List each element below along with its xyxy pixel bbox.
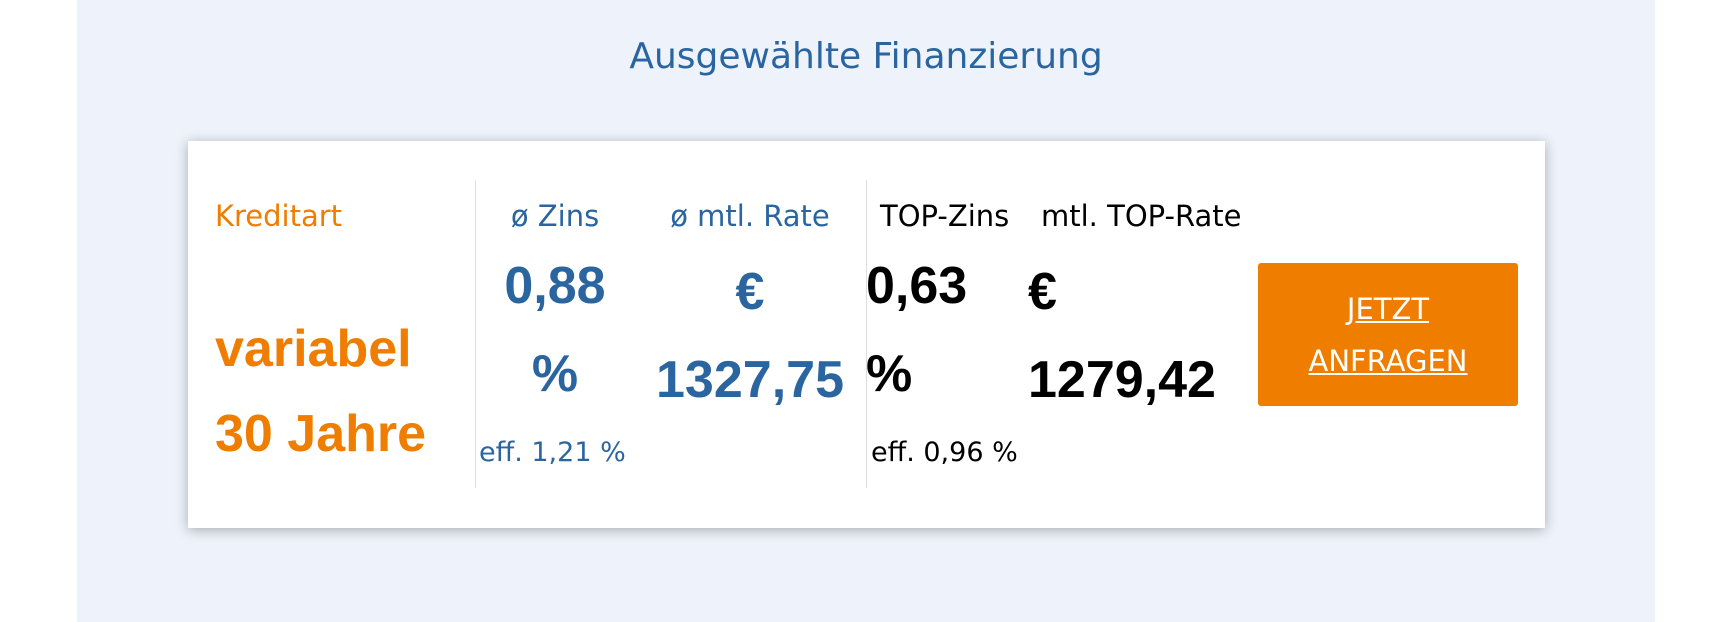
label: Kreditart (215, 199, 343, 233)
offer-card: Kreditart variabel 30 Jahre ø Zins 0,88 … (188, 141, 1545, 528)
effective: eff. 1,21 % (479, 437, 626, 468)
request-button[interactable]: JETZT ANFRAGEN (1258, 263, 1518, 406)
value: € 1327,75 (656, 263, 844, 409)
value: variabel 30 Jahre (215, 320, 427, 463)
effective: eff. 0,96 % (871, 437, 1018, 468)
divider (475, 180, 476, 488)
value: 0,63 % (866, 257, 968, 403)
divider (866, 180, 867, 488)
label: ø Zins (510, 199, 600, 233)
label: TOP-Zins (880, 199, 1010, 233)
label: ø mtl. Rate (670, 199, 830, 233)
button-label: JETZT ANFRAGEN (1308, 291, 1468, 378)
value: € 1279,42 (1028, 263, 1216, 409)
title: Ausgewählte Finanzierung (629, 36, 1103, 77)
value: 0,88 % (504, 257, 606, 403)
label: mtl. TOP-Rate (1041, 199, 1242, 233)
